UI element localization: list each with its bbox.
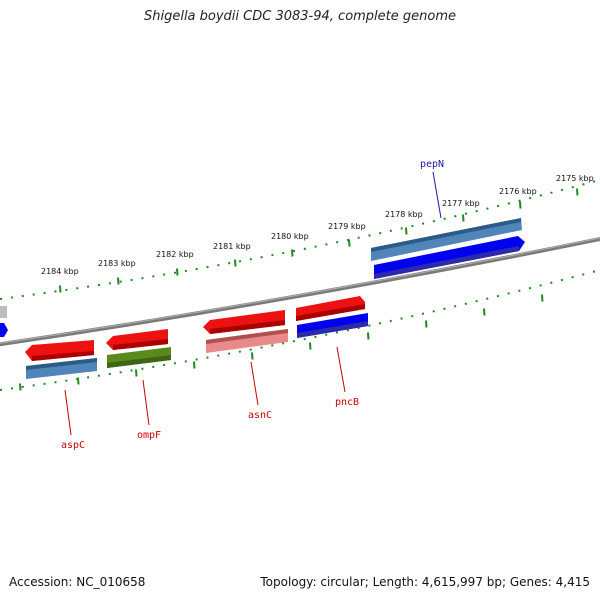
scale-tick [59,285,62,293]
cds-partial-left-grey [0,306,7,318]
scale-label: 2183 kbp [98,259,136,268]
scale-label: 2176 kbp [499,187,537,196]
genome-summary-text: Topology: circular; Length: 4,615,997 bp… [260,575,590,589]
cds-pepN-blue-shade [374,246,519,279]
scale-tick [519,201,522,209]
scale-tick [234,259,237,267]
cds-ompF-red-shade [113,339,168,350]
scale-tick [405,227,408,235]
genome-backbone-highlight [0,237,600,344]
cds-pncB-blue-shade [297,321,368,338]
cds-ompF-olive-shade [107,355,171,368]
gene-label-asnC: asnC [248,410,272,421]
scale-label: 2184 kbp [41,267,79,276]
scale-tick [176,268,179,276]
gene-label-pepN: pepN [420,159,444,170]
cds-aspC-steel-top [26,358,97,370]
scale-label: 2179 kbp [328,222,366,231]
scale-tick [135,369,138,377]
gene-label-pncB: pncB [335,397,359,408]
cds-pepN-steel-top [371,218,521,252]
scale-tick [291,249,294,257]
scale-tick [117,277,120,285]
scale-tick [309,342,312,350]
scale-label: 2182 kbp [156,250,194,259]
gene-label-aspC: aspC [61,440,85,451]
leader-aspC [64,389,72,436]
scale-label: 2177 kbp [442,199,480,208]
gene-label-ompF: ompF [137,430,161,441]
scale-tick [576,188,579,196]
cds-asnC-pink-top [206,329,288,344]
scale-tick [483,308,486,316]
leader-pepN [432,171,442,219]
accession-text: Accession: NC_010658 [9,575,146,589]
cds-pncB-red-shade [296,304,365,321]
scale-tick [367,332,370,340]
scale-labels: 2184 kbp 2183 kbp 2182 kbp 2181 kbp 2180 kbp… [41,174,594,276]
map-title: Shigella boydii CDC 3083-94, complete ge… [143,9,457,24]
scale-tick [19,383,22,391]
scale-label: 2178 kbp [385,210,423,219]
cds-partial-left-blue [0,323,8,337]
scale-tick [77,377,80,385]
scale-tick [348,239,351,247]
scale-tick [425,320,428,328]
genome-backbone [0,236,600,347]
cds-asnC-red-shade [210,320,285,334]
scale-label: 2181 kbp [213,242,251,251]
scale-ticks [19,188,579,391]
leader-ompF [142,379,150,426]
scale-tick [462,214,465,222]
leader-pncB [336,346,346,393]
scale-label: 2175 kbp [556,174,594,183]
scale-label: 2180 kbp [271,232,309,241]
scale-tick [193,361,196,369]
leader-asnC [250,361,259,406]
scale-tick [541,294,544,302]
scale-tick [251,352,254,360]
cds-aspC-red-shade [32,351,94,361]
